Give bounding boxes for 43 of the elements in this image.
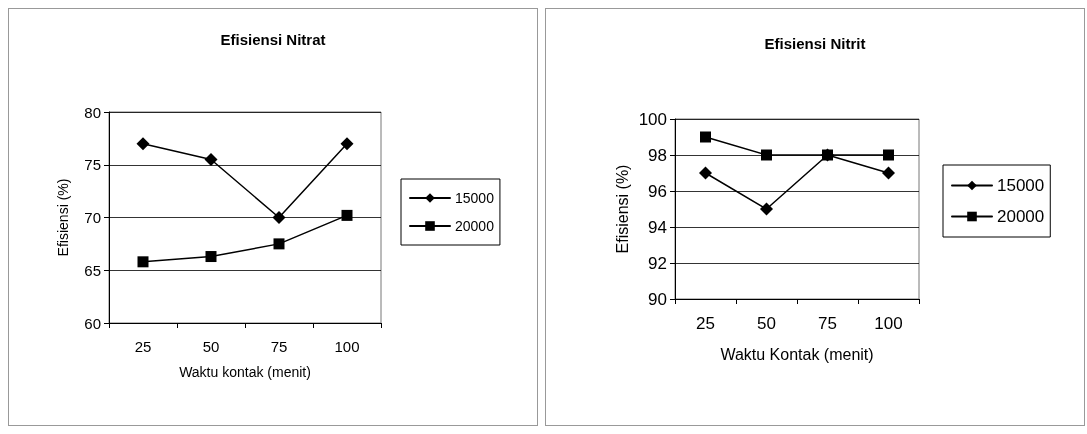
y-tick-label: 94 bbox=[648, 217, 667, 237]
x-tick-label: 50 bbox=[757, 314, 776, 333]
legend-label: 20000 bbox=[455, 218, 495, 234]
y-tick-label: 80 bbox=[84, 103, 101, 121]
legend-label: 15000 bbox=[997, 176, 1045, 195]
x-tick-label: 100 bbox=[874, 314, 903, 333]
point bbox=[340, 137, 354, 151]
x-axis-title: Waktu kontak (menit) bbox=[179, 364, 311, 380]
point bbox=[137, 256, 149, 268]
point bbox=[341, 209, 353, 221]
x-tick-label: 25 bbox=[134, 338, 152, 355]
y-tick-label: 75 bbox=[84, 156, 101, 174]
chart-title: Efisiensi Nitrit bbox=[764, 35, 866, 52]
point bbox=[136, 137, 150, 151]
y-axis-title: Efisiensi (%) bbox=[614, 164, 632, 254]
point bbox=[882, 166, 895, 180]
x-tick-label: 25 bbox=[696, 314, 715, 333]
y-tick-label: 65 bbox=[84, 261, 101, 279]
x-tick-label: 75 bbox=[270, 338, 288, 355]
legend-label: 15000 bbox=[455, 190, 495, 206]
point bbox=[700, 131, 711, 143]
point bbox=[883, 149, 894, 161]
x-axis-title: Waktu Kontak (menit) bbox=[720, 346, 874, 364]
y-tick-label: 100 bbox=[638, 109, 667, 129]
y-tick-label: 60 bbox=[84, 314, 101, 332]
y-tick-label: 92 bbox=[648, 253, 667, 273]
chart-title: Efisiensi Nitrat bbox=[220, 31, 326, 48]
x-tick-label: 50 bbox=[202, 338, 220, 355]
y-tick-label: 70 bbox=[84, 209, 101, 226]
x-tick-label: 100 bbox=[334, 338, 360, 355]
point bbox=[205, 251, 217, 263]
y-axis-title: Efisiensi (%) bbox=[55, 178, 71, 257]
point bbox=[272, 211, 286, 224]
point bbox=[761, 149, 772, 161]
point bbox=[760, 202, 773, 216]
legend-label: 20000 bbox=[997, 207, 1045, 226]
point bbox=[204, 152, 218, 166]
point bbox=[699, 166, 712, 180]
y-tick-label: 98 bbox=[648, 145, 667, 165]
y-tick-label: 96 bbox=[648, 181, 667, 201]
point bbox=[273, 238, 285, 250]
x-tick-label: 75 bbox=[818, 314, 837, 333]
y-tick-label: 90 bbox=[648, 289, 667, 309]
